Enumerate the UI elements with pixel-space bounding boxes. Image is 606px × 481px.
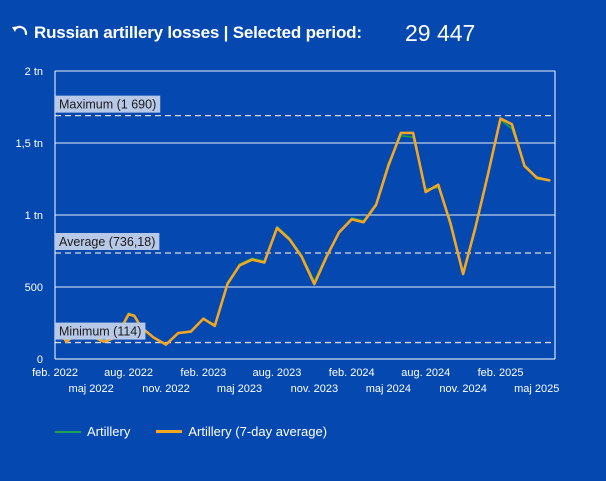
y-tick-label: 1,5 tn (15, 138, 43, 150)
x-tick-label: nov. 2023 (291, 383, 339, 395)
grid-layer (55, 70, 555, 288)
reference-label: Minimum (114) (59, 325, 141, 339)
y-tick-label: 0 (37, 354, 43, 366)
x-tick-label: maj 2023 (217, 383, 262, 395)
reference-label: Maximum (1 690) (59, 98, 156, 112)
x-tick-label: aug. 2022 (104, 367, 153, 379)
legend-label-average: Artillery (7-day average) (188, 424, 328, 439)
legend-swatch-average (156, 430, 183, 433)
series-line-7-day-average (59, 117, 551, 346)
y-tick-label: 500 (25, 282, 43, 294)
x-tick-label: nov. 2022 (142, 383, 190, 395)
total-value: 29 447 (405, 20, 476, 46)
legend-label-artillery: Artillery (87, 424, 131, 439)
series-line-artillery (59, 119, 551, 346)
series-layer (59, 117, 551, 346)
reference-lines-layer (55, 114, 555, 344)
chart-legend: Artillery Artillery (7-day average) (55, 424, 353, 439)
chart-header: Russian artillery losses | Selected peri… (10, 18, 362, 48)
x-tick-label: aug. 2024 (401, 367, 450, 379)
y-tick-label: 1 tn (25, 210, 43, 222)
x-tick-label: maj 2024 (366, 383, 411, 395)
x-tick-label: maj 2025 (514, 383, 559, 395)
x-tick-label: maj 2022 (69, 383, 114, 395)
reference-label-background (55, 322, 146, 340)
chart-title: Russian artillery losses | Selected peri… (34, 23, 362, 42)
x-tick-label: aug. 2023 (252, 367, 301, 379)
x-tick-label: nov. 2024 (439, 383, 487, 395)
x-tick-label: feb. 2025 (478, 367, 524, 379)
axis-layer: 0 500 1 tn 1,5 tn 2 tn feb. 2022 maj 2022 aug. … (15, 66, 559, 395)
y-tick-label: 2 tn (25, 66, 43, 78)
legend-swatch-artillery (55, 430, 81, 433)
legend-item-artillery[interactable]: Artillery (55, 424, 130, 439)
x-tick-label: feb. 2024 (329, 367, 375, 379)
x-tick-label: feb. 2022 (32, 367, 78, 379)
back-arrow-icon[interactable] (10, 23, 30, 43)
legend-item-average[interactable]: Artillery (7-day average) (156, 424, 327, 439)
reference-label-background (55, 95, 161, 113)
reference-label: Average (736,18) (59, 235, 155, 249)
reference-labels-layer: Maximum (1 690) Average (736,18) Minimum (… (55, 95, 161, 340)
reference-label-background (55, 232, 160, 250)
x-tick-label: feb. 2023 (180, 367, 226, 379)
